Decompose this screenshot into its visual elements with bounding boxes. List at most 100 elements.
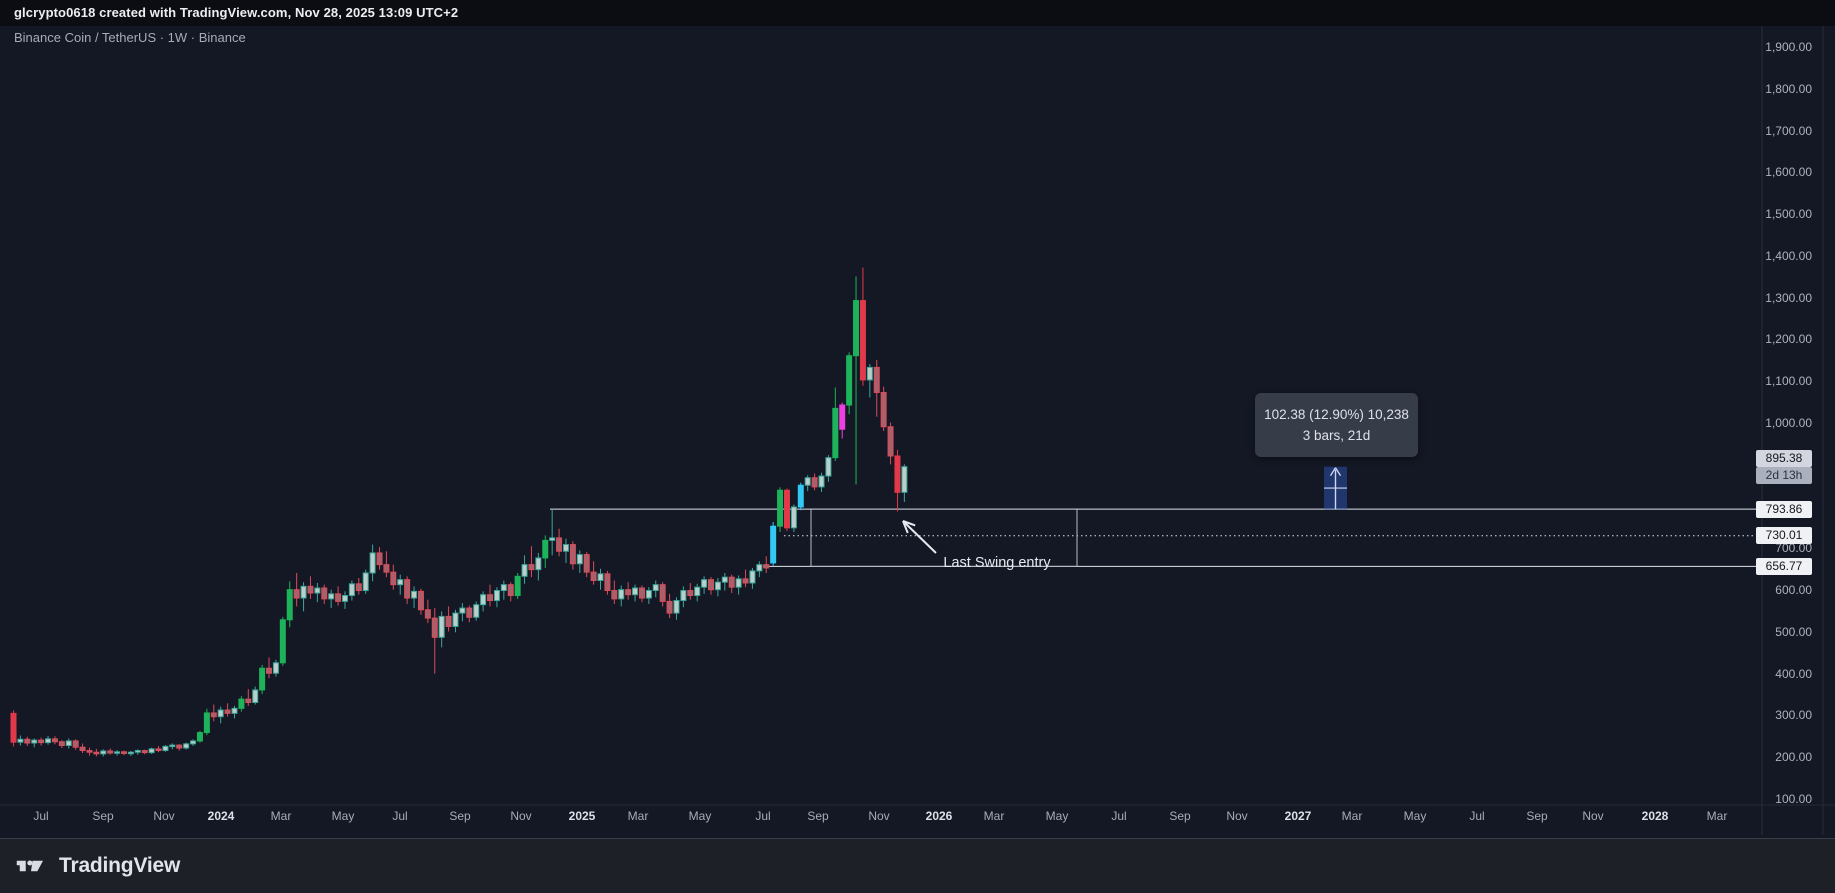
candle-body	[314, 587, 321, 594]
price-tick-label: 100.00	[1775, 792, 1812, 806]
candle-body	[120, 751, 127, 754]
candle-body	[307, 585, 314, 594]
candle-body	[155, 748, 162, 752]
candle-body	[701, 579, 708, 588]
time-tick-month: Sep	[92, 809, 114, 823]
candle-body	[65, 740, 72, 747]
candle-body	[866, 366, 873, 381]
candle-body	[590, 571, 597, 581]
candle-body	[127, 751, 134, 755]
time-tick-year: 2026	[925, 809, 953, 823]
candle-body	[404, 579, 411, 599]
candle-body	[134, 750, 141, 753]
time-tick-month: Nov	[510, 809, 532, 823]
candle-body	[632, 587, 639, 596]
price-tick-label: 1,500.00	[1765, 207, 1812, 222]
candle-body	[542, 539, 549, 559]
candle-body	[839, 404, 846, 430]
price-tick-label: 1,400.00	[1765, 248, 1812, 263]
candle-body	[597, 573, 604, 581]
tradingview-brand-text: TradingView	[59, 854, 181, 877]
candle-body	[487, 594, 494, 602]
arrow-head	[902, 520, 916, 527]
candle-body	[666, 600, 673, 614]
candle-body	[286, 589, 293, 621]
candle-body	[100, 750, 107, 755]
candle-body	[93, 751, 100, 755]
candle-body	[266, 667, 273, 674]
price-tick-label: 1,100.00	[1765, 374, 1812, 389]
price-tick-label: 500.00	[1775, 624, 1812, 639]
candle-body	[114, 751, 121, 754]
time-tick-month: Nov	[1582, 809, 1604, 823]
candle-body	[369, 552, 376, 574]
candle-body	[424, 609, 431, 619]
candle-body	[521, 564, 528, 577]
candle-body	[859, 300, 866, 381]
candle-body	[749, 570, 756, 584]
candle-body	[514, 575, 521, 597]
candle-body	[51, 738, 58, 743]
swing-entry-label: Last Swing entry	[943, 555, 1051, 571]
candle-body	[38, 739, 45, 744]
candle-body	[618, 589, 625, 600]
candle-body	[569, 544, 576, 565]
level-badge-730: 730.01	[1756, 527, 1812, 545]
candle-body	[31, 739, 38, 744]
candle-body	[321, 587, 328, 600]
candle-body	[438, 615, 445, 638]
time-tick-month: Mar	[627, 809, 649, 823]
measure-tooltip-line2: 3 bars, 21d	[1302, 428, 1371, 443]
tradingview-logo-icon	[16, 860, 43, 872]
candle-body	[846, 355, 853, 406]
arrow-head	[902, 520, 909, 534]
candle-body	[328, 593, 335, 600]
candle-body	[217, 709, 224, 718]
candle-body	[811, 477, 818, 488]
candle-body	[348, 583, 355, 597]
candle-body	[58, 741, 65, 747]
candle-body	[659, 584, 666, 602]
candle-body	[10, 712, 17, 743]
candle-body	[417, 590, 424, 611]
candle-body	[652, 584, 659, 592]
candle-body	[169, 744, 176, 748]
candle-body	[162, 745, 169, 752]
price-tick-label: 200.00	[1775, 750, 1812, 765]
candle-body	[818, 475, 825, 488]
candle-body	[887, 426, 894, 457]
time-tick-year: 2027	[1284, 809, 1312, 823]
candle-body	[431, 617, 438, 638]
symbol-legend[interactable]: Binance Coin / TetherUS · 1W · Binance	[14, 30, 246, 45]
level-badge-656: 656.77	[1756, 557, 1812, 575]
measure-tooltip: 102.38 (12.90%) 10,238 3 bars, 21d	[1255, 393, 1418, 457]
candle-body	[763, 564, 770, 569]
candle-body	[721, 576, 728, 583]
time-tick-month: Nov	[153, 809, 175, 823]
candle-body	[742, 578, 749, 584]
swing-zone-box[interactable]	[810, 508, 1078, 567]
candle-body	[825, 457, 832, 477]
candle-body	[583, 554, 590, 573]
price-tick-label: 1,900.00	[1765, 39, 1812, 54]
candle-body	[411, 590, 418, 599]
time-tick-month: Sep	[1526, 809, 1548, 823]
candle-body	[452, 612, 459, 627]
candle-body	[17, 738, 24, 743]
candle-body	[783, 489, 790, 529]
price-tick-label: 300.00	[1775, 708, 1812, 723]
time-tick-month: Mar	[1341, 809, 1363, 823]
price-tick-label: 1,800.00	[1765, 81, 1812, 96]
candle-body	[804, 477, 811, 486]
current-price-badge: 895.38	[1756, 449, 1812, 467]
time-tick-month: Sep	[449, 809, 471, 823]
candle-body	[293, 589, 300, 599]
candle-body	[480, 594, 487, 606]
candle-body	[680, 590, 687, 602]
time-tick-year: 2025	[568, 809, 596, 823]
annotation-arrow[interactable]	[902, 520, 937, 554]
time-tick-month: Jul	[392, 809, 408, 823]
candle-body	[901, 466, 908, 493]
